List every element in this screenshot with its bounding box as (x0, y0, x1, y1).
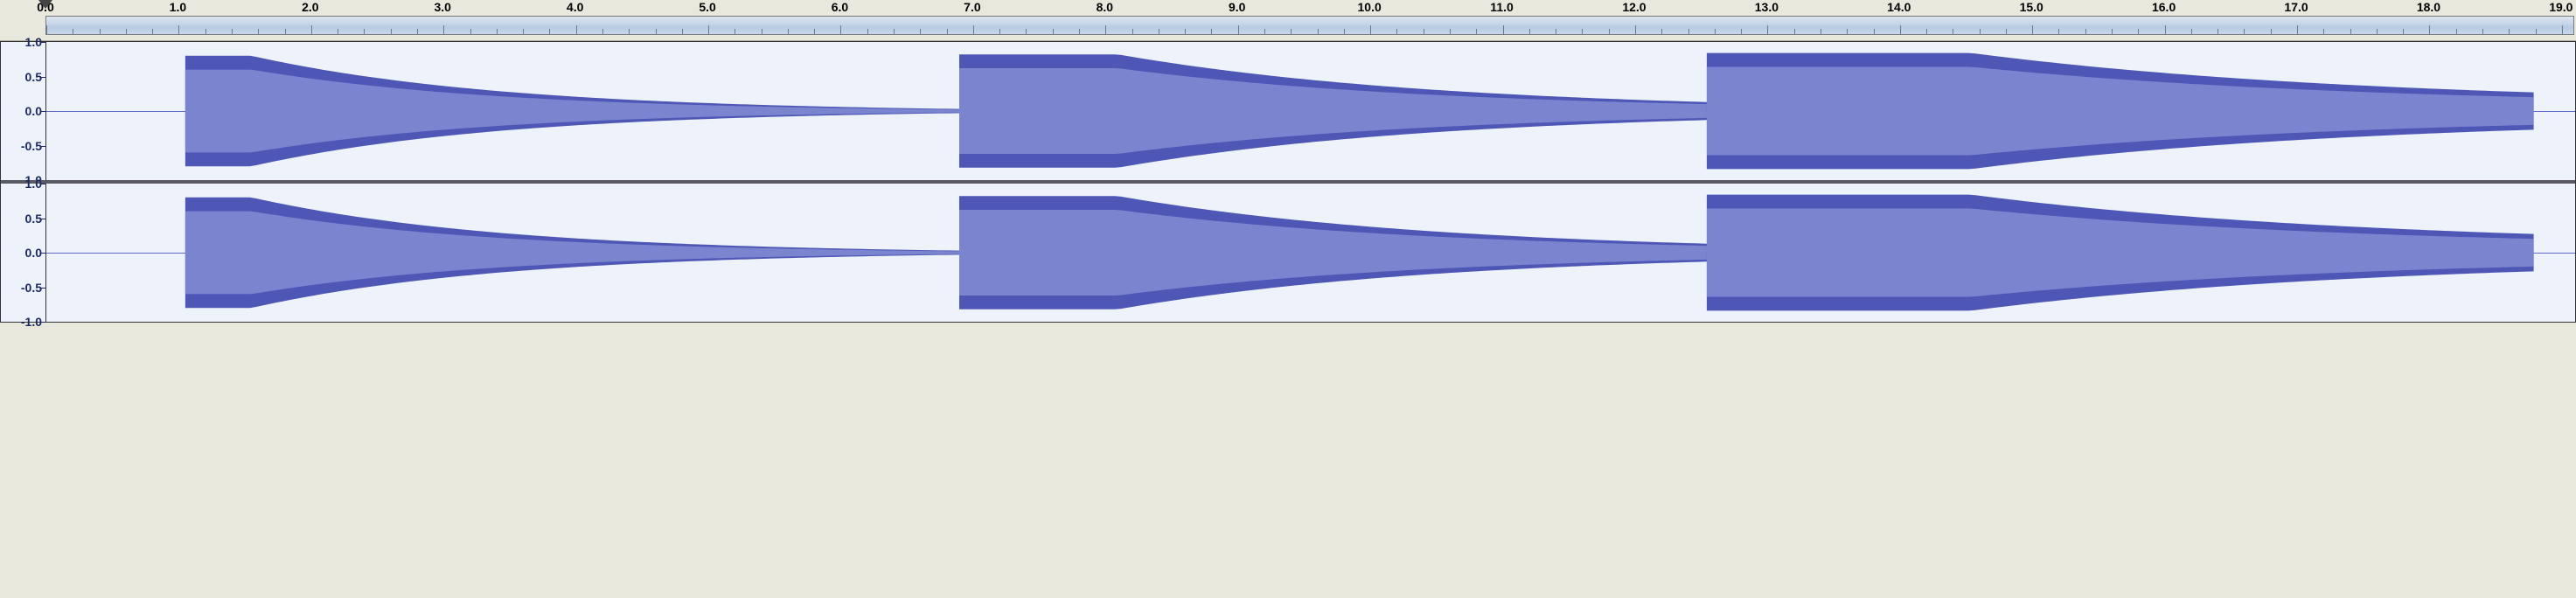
timeline-label: 5.0 (699, 0, 715, 14)
waveform-right[interactable] (46, 184, 2575, 322)
timeline-label: 13.0 (1755, 0, 1779, 14)
amplitude-label: -0.5 (21, 139, 42, 153)
waveform-rms (185, 212, 959, 295)
timeline-label: 3.0 (435, 0, 451, 14)
timeline-label: 9.0 (1229, 0, 1245, 14)
timeline-label: 4.0 (567, 0, 583, 14)
timeline-ruler-labels: 0.01.02.03.04.05.06.07.08.09.010.011.012… (0, 0, 2576, 16)
track-left-channel: 1.00.50.0-0.5-1.0 (1, 42, 2575, 180)
timeline-label: 14.0 (1887, 0, 1911, 14)
timeline-label: 6.0 (832, 0, 848, 14)
timeline-label: 18.0 (2417, 0, 2440, 14)
amplitude-scale-left: 1.00.50.0-0.5-1.0 (1, 42, 46, 180)
timeline-label: 15.0 (2020, 0, 2043, 14)
amplitude-label: -0.5 (21, 281, 42, 295)
timeline-label: 8.0 (1097, 0, 1113, 14)
timeline-ruler[interactable]: 0.01.02.03.04.05.06.07.08.09.010.011.012… (0, 0, 2576, 41)
waveform-rms (1707, 208, 2534, 296)
waveform-left[interactable] (46, 42, 2575, 180)
waveform-rms (185, 70, 959, 153)
timeline-label: 17.0 (2284, 0, 2308, 14)
waveform-rms (959, 68, 1707, 154)
timeline-label: 16.0 (2152, 0, 2176, 14)
timeline-label: 1.0 (170, 0, 186, 14)
waveform-rms (1707, 66, 2534, 155)
amplitude-scale-right: 1.00.50.0-0.5-1.0 (1, 184, 46, 322)
waveform-rms (959, 210, 1707, 296)
timeline-label: 10.0 (1358, 0, 1382, 14)
audio-editor: 0.01.02.03.04.05.06.07.08.09.010.011.012… (0, 0, 2576, 323)
timeline-label: 12.0 (1622, 0, 1646, 14)
timeline-label: 2.0 (302, 0, 318, 14)
track-right-channel: 1.00.50.0-0.5-1.0 (1, 180, 2575, 322)
timeline-label: 19.0 (2549, 0, 2573, 14)
timeline-label: 11.0 (1490, 0, 1513, 14)
tracks-container: 1.00.50.0-0.5-1.0 1.00.50.0-0.5-1.0 (0, 41, 2576, 323)
timeline-label: 7.0 (964, 0, 980, 14)
amplitude-label: -1.0 (21, 315, 42, 329)
timeline-ruler-bar[interactable] (45, 16, 2574, 35)
